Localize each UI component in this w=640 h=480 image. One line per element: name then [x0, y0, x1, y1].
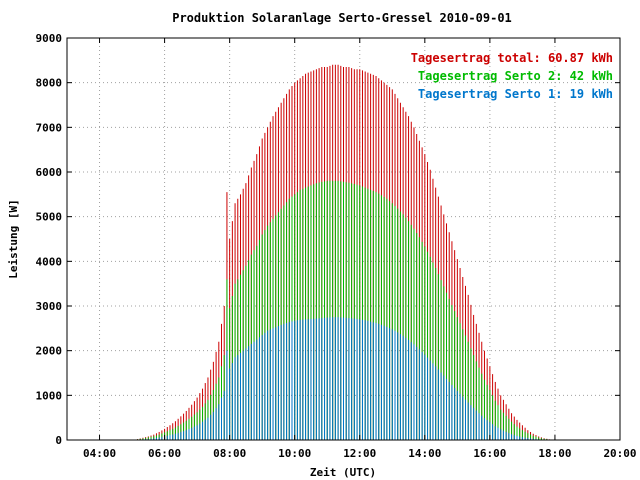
- y-tick-label: 8000: [36, 77, 63, 90]
- legend-entry-total: Tagesertrag total: 60.87 kWh: [411, 51, 613, 65]
- y-tick-label: 9000: [36, 32, 63, 45]
- x-axis-label: Zeit (UTC): [310, 466, 376, 479]
- legend: Tagesertrag total: 60.87 kWh Tagesertrag…: [411, 51, 613, 101]
- y-tick-label: 2000: [36, 345, 63, 358]
- y-tick-label: 1000: [36, 389, 63, 402]
- x-tick-label: 12:00: [343, 447, 376, 460]
- x-tick-label: 10:00: [278, 447, 311, 460]
- x-tick-label: 04:00: [83, 447, 116, 460]
- y-tick-label: 6000: [36, 166, 63, 179]
- y-tick-label: 0: [55, 434, 62, 447]
- x-tick-label: 06:00: [148, 447, 181, 460]
- x-tick-label: 14:00: [408, 447, 441, 460]
- y-axis-label: Leistung [W]: [7, 199, 20, 278]
- y-tick-label: 4000: [36, 255, 63, 268]
- y-tick-label: 7000: [36, 121, 63, 134]
- x-tick-label: 18:00: [538, 447, 571, 460]
- y-axis-ticks: 0 1000 2000 3000 4000 5000 6000 7000 8000 9000: [36, 32, 620, 447]
- legend-entry-serto1: Tagesertrag Serto 1: 19 kWh: [418, 87, 613, 101]
- chart-title: Produktion Solaranlage Serto-Gressel 201…: [172, 11, 512, 25]
- x-tick-label: 08:00: [213, 447, 246, 460]
- x-tick-label: 16:00: [473, 447, 506, 460]
- y-tick-label: 3000: [36, 300, 63, 313]
- x-tick-label: 20:00: [603, 447, 636, 460]
- y-tick-label: 5000: [36, 211, 63, 224]
- plot-frame: [66, 37, 621, 441]
- x-axis-ticks: 04:00 06:00 08:00 10:00 12:00 14:00 16:00 18:00…: [83, 38, 637, 460]
- legend-entry-serto2: Tagesertrag Serto 2: 42 kWh: [418, 69, 613, 83]
- bars-serto1: [134, 317, 553, 440]
